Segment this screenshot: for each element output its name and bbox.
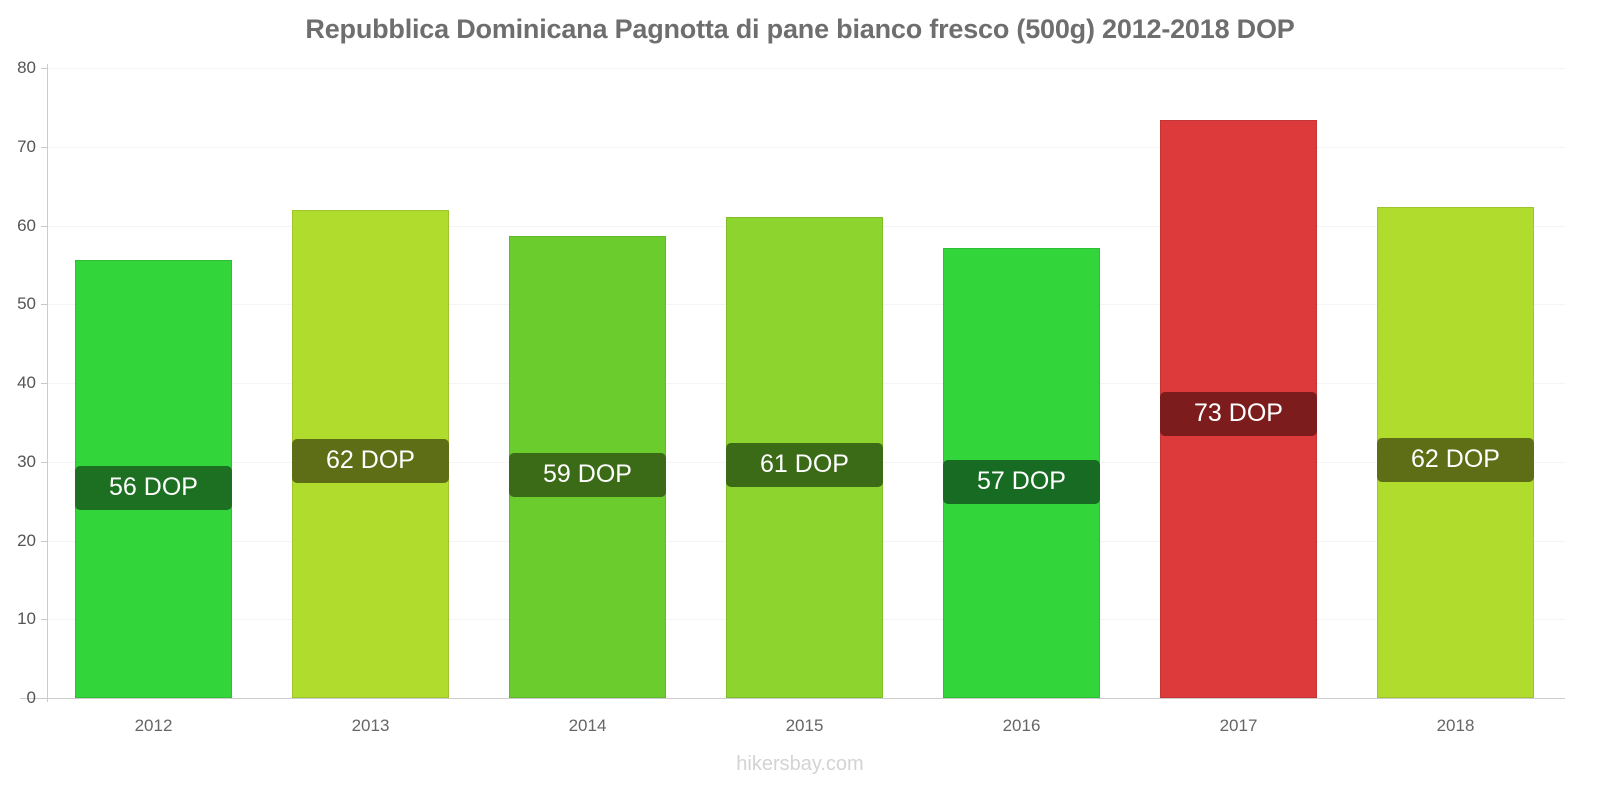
x-tick-label: 2014 [568,716,607,735]
y-tick-label: 70 [17,136,36,156]
y-tick-mark [41,619,48,621]
y-tick-label: 80 [17,58,36,77]
y-tick-mark [41,304,48,306]
x-axis-line [20,698,1565,699]
y-tick-mark [41,540,48,542]
x-tick-label: 2018 [1436,716,1475,735]
y-tick-label: 50 [17,294,36,314]
y-tick-mark [41,68,48,69]
y-tick-label: 10 [17,609,36,629]
gridline [47,146,1565,148]
x-tick-label: 2013 [351,716,390,735]
y-tick-label: 20 [17,530,36,550]
y-tick-mark [41,225,48,227]
y-tick-label: 30 [17,451,36,471]
bar-value-label: 56 DOP [75,465,232,510]
gridline [47,68,1565,69]
page-title: Repubblica Dominicana Pagnotta di pane b… [305,14,1295,44]
y-tick-label: 0 [26,688,36,707]
y-tick-mark [41,698,48,699]
y-tick-mark [41,383,48,384]
bar-value-label: 62 DOP [1377,437,1534,482]
y-tick-label: 40 [17,373,36,392]
bar-value-label: 57 DOP [943,459,1100,504]
plot-area: 56 DOP 62 DOP 59 DOP 61 DOP 57 DOP 73 DOP 62 D… [47,68,1565,698]
y-tick-label: 60 [17,215,36,235]
bar-value-label: 59 DOP [509,453,666,497]
bar-value-label: 62 DOP [292,439,449,484]
x-tick-label: 2015 [785,716,824,735]
y-tick-mark [41,146,48,148]
bar-value-label: 73 DOP [1160,391,1317,436]
x-tick-label: 2012 [134,716,173,735]
footer-credit: hikersbay.com [736,753,864,775]
x-tick-label: 2016 [1002,716,1041,735]
y-tick-mark [41,461,48,463]
x-tick-label: 2017 [1219,716,1258,735]
bar-value-label: 61 DOP [726,442,883,487]
